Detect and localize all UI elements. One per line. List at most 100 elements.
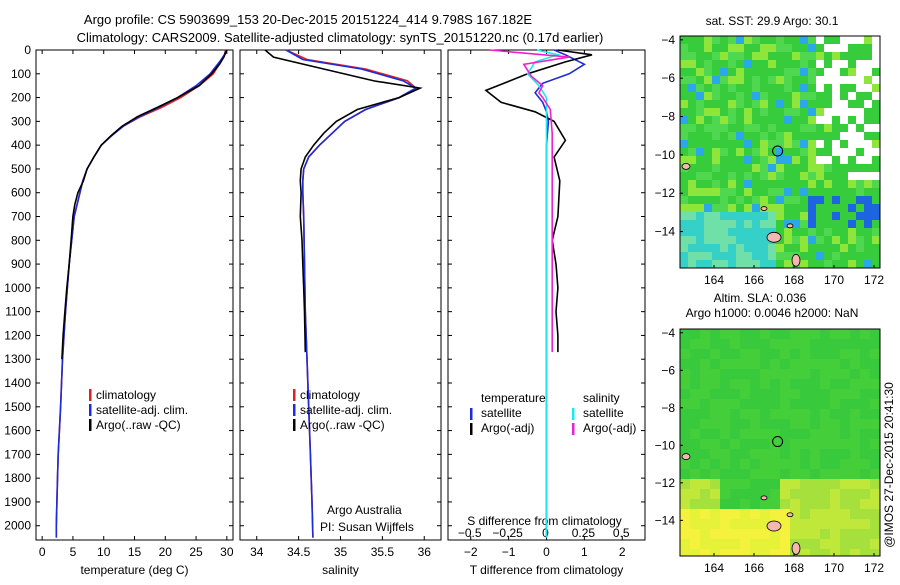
map-cell — [792, 236, 800, 244]
map-cell — [770, 449, 780, 459]
map-cell — [736, 108, 744, 116]
map-cell — [700, 529, 710, 539]
map-cell — [736, 116, 744, 124]
map-cell — [850, 469, 860, 479]
map-cell — [808, 116, 816, 124]
map-cell — [864, 252, 872, 260]
series-s-argo — [489, 49, 570, 353]
map-cell — [736, 140, 744, 148]
map-cell — [720, 124, 728, 132]
map-y-tick-label: −8 — [661, 401, 675, 415]
map-cell — [720, 188, 728, 196]
map-cell — [768, 252, 776, 260]
map-cell — [820, 329, 830, 339]
map-cell — [810, 329, 820, 339]
map-cell — [810, 539, 820, 549]
map-cell — [728, 148, 736, 156]
map-cell — [740, 459, 750, 469]
map-cell — [840, 116, 848, 124]
map-cell — [690, 329, 700, 339]
map-cell — [736, 44, 744, 52]
map-cell — [800, 204, 808, 212]
map-cell — [820, 399, 830, 409]
map-cell — [790, 329, 800, 339]
map-cell — [824, 212, 832, 220]
map-cell — [712, 36, 720, 44]
map-cell — [736, 204, 744, 212]
map-cell — [752, 252, 760, 260]
map-cell — [870, 359, 880, 369]
map-cell — [870, 539, 880, 549]
map-cell — [680, 389, 690, 399]
map-cell — [744, 228, 752, 236]
map-cell — [870, 339, 880, 349]
map-cell — [760, 549, 770, 556]
map-cell — [810, 449, 820, 459]
map-cell — [690, 529, 700, 539]
map-cell — [800, 519, 810, 529]
map-cell — [870, 329, 880, 339]
map-cell — [736, 60, 744, 68]
panel-temperature: 0100200300400500600700800900100011001200… — [4, 43, 234, 577]
map-cell — [792, 60, 800, 68]
depth-tick-label: 1500 — [4, 400, 31, 414]
map-cell — [752, 76, 760, 84]
map-cell — [744, 84, 752, 92]
map-cell — [696, 220, 704, 228]
map-cell — [688, 44, 696, 52]
map-cell — [848, 212, 856, 220]
map-cell — [760, 180, 768, 188]
map-cell — [790, 509, 800, 519]
map-cell — [800, 244, 808, 252]
map-cell — [750, 529, 760, 539]
map-cell — [824, 148, 832, 156]
map-cell — [736, 100, 744, 108]
map-cell — [696, 244, 704, 252]
map-cell — [712, 108, 720, 116]
map-cell — [776, 116, 784, 124]
map-cell — [740, 489, 750, 499]
map-cell — [720, 156, 728, 164]
map-frame — [679, 328, 881, 557]
map-cell — [792, 36, 800, 44]
map-cell — [728, 92, 736, 100]
map-cell — [840, 180, 848, 188]
map-cell — [728, 228, 736, 236]
map-cell — [728, 100, 736, 108]
map-cell — [816, 68, 824, 76]
map-cell — [768, 220, 776, 228]
map-cell — [830, 429, 840, 439]
map-cell — [790, 359, 800, 369]
map-cell — [752, 84, 760, 92]
map-cell — [816, 76, 824, 84]
map-cell — [700, 469, 710, 479]
map-cell — [792, 244, 800, 252]
map-cell — [700, 539, 710, 549]
x-tick-label: 25 — [189, 545, 203, 559]
map-cell — [776, 180, 784, 188]
map-cell — [830, 389, 840, 399]
map-cell — [740, 329, 750, 339]
depth-tick-label: 0 — [24, 43, 31, 57]
map-cell — [830, 499, 840, 509]
map-cell — [872, 252, 880, 260]
map-cell — [744, 124, 752, 132]
map-cell — [830, 349, 840, 359]
legend-label: Argo(..raw -QC) — [96, 418, 181, 432]
map-cell — [712, 204, 720, 212]
map-cell — [850, 369, 860, 379]
map-cell — [744, 260, 752, 268]
map-cell — [870, 489, 880, 499]
map-cell — [710, 369, 720, 379]
map-cell — [704, 148, 712, 156]
map-cell — [800, 196, 808, 204]
depth-tick-label: 1000 — [4, 281, 31, 295]
map-cell — [688, 76, 696, 84]
map-cell — [840, 369, 850, 379]
map-y-tick-label: −4 — [661, 33, 675, 47]
map-cell — [760, 108, 768, 116]
map-cell — [816, 52, 824, 60]
map-cell — [752, 204, 760, 212]
map-cell — [830, 539, 840, 549]
map-cell — [850, 439, 860, 449]
